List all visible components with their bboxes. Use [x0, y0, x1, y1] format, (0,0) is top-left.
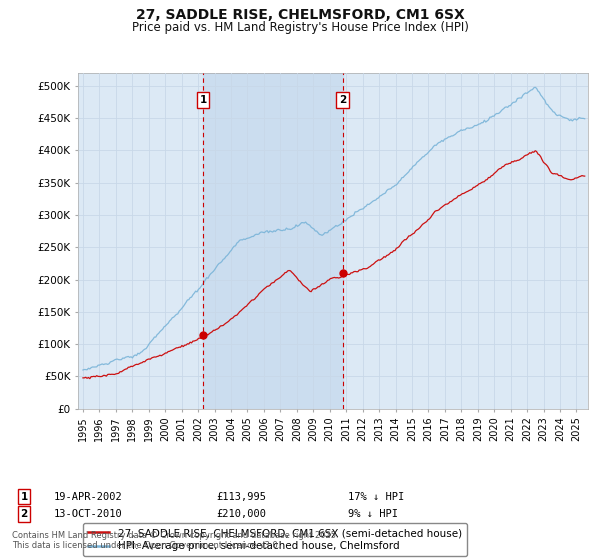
Text: This data is licensed under the Open Government Licence v3.0.: This data is licensed under the Open Gov…: [12, 541, 280, 550]
Text: £113,995: £113,995: [216, 492, 266, 502]
Text: 1: 1: [199, 95, 206, 105]
Text: 17% ↓ HPI: 17% ↓ HPI: [348, 492, 404, 502]
Text: Contains HM Land Registry data © Crown copyright and database right 2025.: Contains HM Land Registry data © Crown c…: [12, 531, 338, 540]
Text: 13-OCT-2010: 13-OCT-2010: [54, 509, 123, 519]
Text: 2: 2: [20, 509, 28, 519]
Text: 9% ↓ HPI: 9% ↓ HPI: [348, 509, 398, 519]
Text: 19-APR-2002: 19-APR-2002: [54, 492, 123, 502]
Bar: [203, 73, 343, 409]
Text: Price paid vs. HM Land Registry's House Price Index (HPI): Price paid vs. HM Land Registry's House …: [131, 21, 469, 34]
Legend: 27, SADDLE RISE, CHELMSFORD, CM1 6SX (semi-detached house), HPI: Average price, : 27, SADDLE RISE, CHELMSFORD, CM1 6SX (se…: [83, 523, 467, 557]
Text: £210,000: £210,000: [216, 509, 266, 519]
Text: 2: 2: [339, 95, 346, 105]
Text: 1: 1: [20, 492, 28, 502]
Text: 27, SADDLE RISE, CHELMSFORD, CM1 6SX: 27, SADDLE RISE, CHELMSFORD, CM1 6SX: [136, 8, 464, 22]
